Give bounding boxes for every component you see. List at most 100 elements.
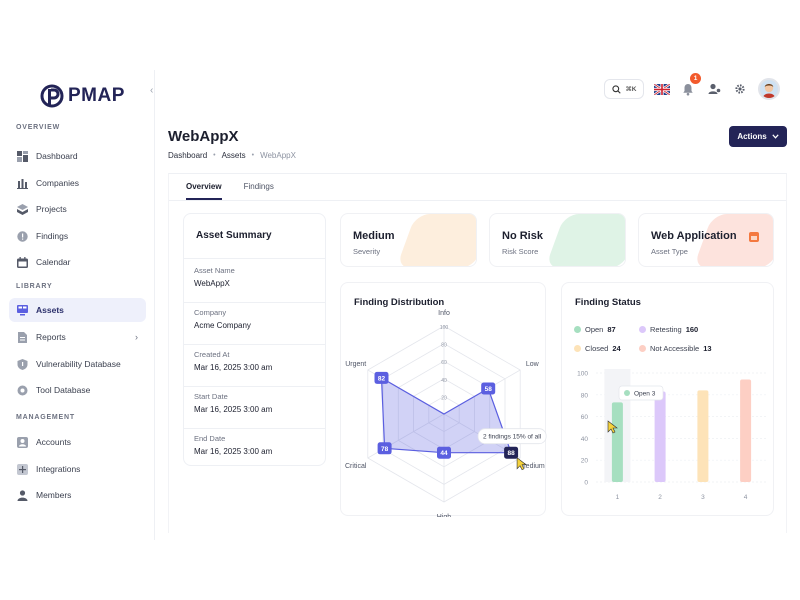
bar-chart[interactable]: 0 20 40 60 80 100 1 2 3 4 Open 3 xyxy=(562,283,775,517)
summary-field-end-date: End Date Mar 16, 2025 3:00 am xyxy=(194,434,272,456)
brand-logo[interactable]: PMAP xyxy=(40,84,125,108)
sidebar-item-findings[interactable]: Findings xyxy=(9,224,146,248)
legend-closed[interactable]: Closed 24 xyxy=(574,344,621,353)
sidebar-item-label: Integrations xyxy=(36,464,81,474)
sidebar-item-label: Findings xyxy=(36,231,69,241)
search-button[interactable]: ⌘K xyxy=(604,79,644,99)
radar-point[interactable] xyxy=(481,382,496,395)
sidebar: PMAP ‹ xyxy=(0,70,155,540)
y-tick-label: 20 xyxy=(581,458,589,465)
sidebar-item-assets[interactable]: Assets xyxy=(9,298,146,322)
sidebar-item-members[interactable]: Members xyxy=(9,483,146,507)
radar-point[interactable] xyxy=(374,371,389,384)
y-tick-label: 100 xyxy=(577,371,588,378)
sidebar-item-dashboard[interactable]: Dashboard xyxy=(9,144,146,168)
avatar-image-icon xyxy=(760,80,778,98)
severity-card: Medium Severity xyxy=(340,213,477,267)
field-value: WebAppX xyxy=(194,279,230,288)
field-label: Asset Name xyxy=(194,266,235,275)
sidebar-item-label: Calendar xyxy=(36,257,71,267)
radar-point-label: 44 xyxy=(440,450,448,457)
breadcrumb-separator: • xyxy=(251,152,255,159)
settings-button[interactable] xyxy=(732,81,748,97)
avatar[interactable] xyxy=(758,78,780,100)
tool-icon xyxy=(17,385,28,396)
bar[interactable] xyxy=(654,391,666,483)
risk-score-card: No Risk Risk Score xyxy=(489,213,626,267)
summary-field-created-at: Created At Mar 16, 2025 3:00 am xyxy=(194,350,272,372)
collapse-sidebar-icon[interactable]: ‹ xyxy=(150,85,154,96)
search-icon xyxy=(611,84,621,94)
legend-name: Closed xyxy=(585,344,609,353)
user-menu-button[interactable] xyxy=(706,81,722,97)
bell-icon xyxy=(683,83,693,95)
legend-swatch xyxy=(574,326,581,333)
sidebar-item-projects[interactable]: Projects xyxy=(9,197,146,221)
findings-icon xyxy=(17,230,28,242)
breadcrumb-current: WebAppX xyxy=(260,151,296,160)
uk-flag-icon[interactable] xyxy=(654,83,670,95)
integrations-icon xyxy=(17,463,28,475)
x-tick-label: 3 xyxy=(701,494,705,501)
sidebar-item-vulnerability-database[interactable]: Vulnerability Database xyxy=(9,352,146,376)
legend-count: 24 xyxy=(612,344,621,353)
radar-point[interactable] xyxy=(504,446,519,459)
breadcrumb-assets[interactable]: Assets xyxy=(221,151,246,160)
summary-field-asset-name: Asset Name WebAppX xyxy=(194,266,235,288)
bar[interactable] xyxy=(697,390,709,482)
radar-axis-label: Critical xyxy=(345,463,367,470)
breadcrumb-dashboard[interactable]: Dashboard xyxy=(168,151,208,160)
shield-icon xyxy=(17,358,28,370)
sidebar-item-label: Assets xyxy=(36,305,64,315)
x-tick-label: 1 xyxy=(616,494,620,501)
risk-score-value: No Risk xyxy=(502,230,543,242)
sidebar-item-label: Members xyxy=(36,490,72,500)
sidebar-item-companies[interactable]: Companies xyxy=(9,171,146,195)
radar-axis-label: Medium xyxy=(520,463,545,470)
legend-retesting[interactable]: Retesting 160 xyxy=(639,325,698,334)
field-label: Created At xyxy=(194,350,230,359)
radar-point-label: 88 xyxy=(507,450,515,457)
legend-count: 13 xyxy=(703,344,712,353)
brand-name: PMAP xyxy=(68,85,125,106)
calendar-icon xyxy=(17,256,28,268)
sidebar-item-label: Accounts xyxy=(36,437,71,447)
sidebar-item-tool-database[interactable]: Tool Database xyxy=(9,378,146,402)
bar[interactable] xyxy=(740,379,752,483)
finding-status-card: Finding Status Open 87 Retesting 160 Closed 2… xyxy=(561,282,774,516)
asset-type-value: Web Application xyxy=(651,230,737,242)
radar-point[interactable] xyxy=(377,442,392,455)
bar[interactable] xyxy=(611,402,623,482)
radar-point-label: 82 xyxy=(378,375,386,382)
breadcrumb: Dashboard • Assets • WebAppX xyxy=(168,151,296,160)
divider xyxy=(184,428,325,429)
legend-not-accessible[interactable]: Not Accessible 13 xyxy=(639,344,712,353)
legend-open[interactable]: Open 87 xyxy=(574,325,616,334)
sidebar-item-calendar[interactable]: Calendar xyxy=(9,250,146,274)
radar-point[interactable] xyxy=(437,446,451,459)
sidebar-item-integrations[interactable]: Integrations xyxy=(9,457,146,481)
radar-point-label: 78 xyxy=(381,446,389,453)
radar-axis-label: Low xyxy=(526,361,540,368)
field-value: Mar 16, 2025 3:00 am xyxy=(194,405,273,414)
sidebar-item-label: Tool Database xyxy=(36,385,91,395)
actions-label: Actions xyxy=(737,132,767,141)
legend-count: 87 xyxy=(607,325,616,334)
notification-badge: 1 xyxy=(690,73,701,84)
x-tick-label: 4 xyxy=(744,494,748,501)
tab-divider xyxy=(169,200,786,201)
tab-findings[interactable]: Findings xyxy=(243,182,274,191)
sidebar-item-accounts[interactable]: Accounts xyxy=(9,430,146,454)
summary-field-start-date: Start Date Mar 16, 2025 3:00 am xyxy=(194,392,272,414)
notifications-button[interactable]: 1 xyxy=(680,73,701,97)
y-tick-label: 80 xyxy=(581,392,589,399)
radar-chart[interactable]: 20406080100InfoLowMediumHighCriticalUrge… xyxy=(341,283,547,517)
sidebar-item-reports[interactable]: Reports › xyxy=(9,325,146,349)
actions-button[interactable]: Actions xyxy=(729,126,787,147)
asset-type-card: Web Application Asset Type xyxy=(638,213,774,267)
tab-overview[interactable]: Overview xyxy=(186,174,222,200)
members-icon xyxy=(17,489,28,501)
asset-detail-card: Overview Findings xyxy=(168,173,787,533)
search-shortcut: ⌘K xyxy=(625,86,637,93)
asset-summary-card: Asset Summary Asset Name WebAppX Company Ac… xyxy=(183,213,326,466)
